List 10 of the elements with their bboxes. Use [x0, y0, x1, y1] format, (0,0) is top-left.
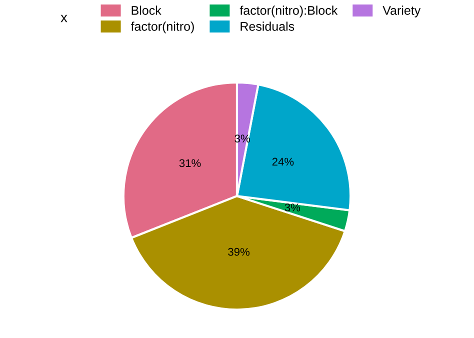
legend-label: Residuals — [240, 22, 294, 31]
legend-label: factor(nitro):Block — [240, 6, 338, 18]
data-label: 39% — [228, 248, 250, 256]
data-label: 24% — [272, 158, 294, 166]
data-label: 3% — [284, 204, 300, 212]
legend-label: Block — [132, 6, 162, 15]
legend-title: x — [60, 14, 68, 22]
legend-label: Variety — [382, 6, 421, 18]
legend-label: factor(nitro) — [130, 22, 194, 34]
data-label: 31% — [179, 159, 201, 168]
